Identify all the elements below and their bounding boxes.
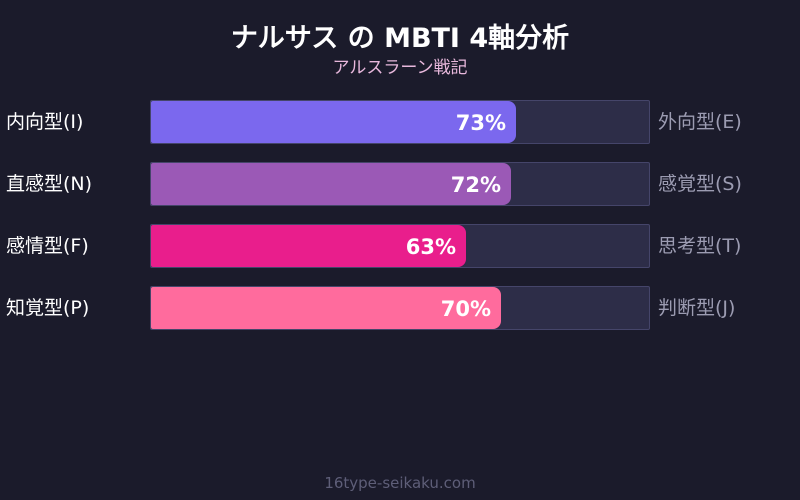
bar-fill: 72%	[151, 163, 511, 205]
bar-value-label: 70%	[440, 297, 491, 321]
bar-row: 感情型(F) 63% 思考型(T)	[0, 224, 800, 268]
bar-fill: 70%	[151, 287, 501, 329]
bar-row: 内向型(I) 73% 外向型(E)	[0, 100, 800, 144]
axis-left-label: 知覚型(P)	[6, 297, 90, 319]
bar-value-label: 63%	[405, 235, 456, 259]
axis-right-label: 思考型(T)	[658, 235, 742, 257]
site-credit: 16type-seikaku.com	[324, 474, 476, 492]
bar-track: 73%	[150, 100, 650, 144]
chart-title: ナルサス の MBTI 4軸分析	[230, 23, 570, 54]
bar-row: 直感型(N) 72% 感覚型(S)	[0, 162, 800, 206]
bar-track: 63%	[150, 224, 650, 268]
bar-value-label: 73%	[455, 111, 506, 135]
bar-fill: 73%	[151, 101, 516, 143]
chart-subtitle: アルスラーン戦記	[332, 58, 468, 78]
axis-left-label: 内向型(I)	[6, 111, 84, 133]
axis-left-label: 直感型(N)	[6, 173, 93, 195]
bar-fill: 63%	[151, 225, 466, 267]
bar-value-label: 72%	[450, 173, 501, 197]
axis-left-label: 感情型(F)	[6, 235, 89, 257]
bar-track: 72%	[150, 162, 650, 206]
axis-right-label: 判断型(J)	[658, 297, 736, 319]
bar-track: 70%	[150, 286, 650, 330]
axis-right-label: 感覚型(S)	[658, 173, 742, 195]
bar-row: 知覚型(P) 70% 判断型(J)	[0, 286, 800, 330]
axis-right-label: 外向型(E)	[658, 111, 742, 133]
